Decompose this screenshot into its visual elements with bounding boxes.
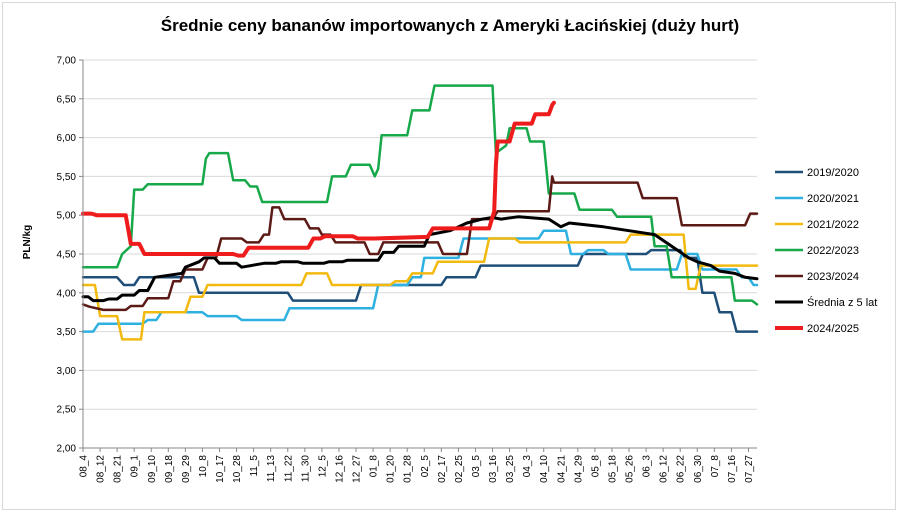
x-tick-label: 09_29: [181, 455, 192, 483]
legend-label-4: 2023/2024: [807, 271, 859, 283]
y-tick-label: 3,00: [57, 366, 77, 377]
gridlines: [83, 59, 757, 449]
x-axis-ticks: 08_4 08_12 08_21 09_1 09_10 09_18 09_29 10_8 10_…: [79, 448, 755, 483]
x-tick-label: 12_5: [317, 455, 328, 478]
x-tick-label: 06_12: [659, 455, 670, 483]
chart-title: Średnie ceny bananów importowanych z Ame…: [160, 16, 740, 35]
x-tick-label: 11_13: [266, 455, 277, 483]
x-tick-label: 04_3: [522, 455, 533, 478]
axes: [82, 60, 757, 449]
x-tick-label: 03_16: [488, 455, 499, 483]
y-tick-label: 6,50: [57, 94, 77, 105]
x-tick-label: 06_30: [693, 455, 704, 483]
x-tick-label: 09_18: [164, 455, 175, 483]
x-tick-label: 04_21: [556, 455, 567, 483]
y-tick-label: 4,50: [57, 250, 77, 261]
x-tick-label: 12_16: [334, 455, 345, 483]
series-lines: [81, 84, 759, 341]
x-tick-label: 01_28: [403, 455, 414, 483]
x-tick-label: 07_8: [710, 455, 721, 478]
x-tick-label: 09_1: [130, 455, 141, 478]
x-tick-label: 05_8: [590, 455, 601, 478]
x-tick-label: 08_12: [96, 455, 107, 483]
x-tick-label: 06_3: [642, 455, 653, 478]
x-tick-label: 08_4: [79, 455, 90, 478]
y-tick-label: 3,50: [57, 327, 77, 338]
legend-label-1: 2020/2021: [807, 193, 859, 205]
x-tick-label: 05_26: [625, 455, 636, 483]
x-tick-label: 01_20: [386, 455, 397, 483]
x-tick-label: 10_28: [232, 455, 243, 483]
y-axis-ticks: 2,00 2,50 3,00 3,50 4,00 4,50 5,00 5,50 6,00 6,50…: [57, 56, 83, 455]
x-tick-label: 11_30: [300, 455, 311, 483]
series-line-4: [81, 175, 759, 312]
legend-label-0: 2019/2020: [807, 167, 859, 179]
y-tick-label: 4,00: [57, 288, 77, 299]
x-tick-label: 10_17: [215, 455, 226, 483]
x-tick-label: 06_22: [676, 455, 687, 483]
y-tick-label: 5,00: [57, 211, 77, 222]
series-line-0: [81, 248, 759, 333]
x-tick-label: 02_17: [437, 455, 448, 483]
legend: 2019/2020 2020/2021 2021/2022 2022/2023 2023…: [775, 167, 877, 335]
x-tick-label: 07_27: [744, 455, 755, 483]
legend-label-3: 2022/2023: [807, 245, 859, 257]
x-tick-label: 10_8: [198, 455, 209, 478]
y-tick-label: 2,50: [57, 405, 77, 416]
series-line-2: [81, 233, 759, 341]
x-tick-label: 02_25: [454, 455, 465, 483]
series-line-5: [81, 215, 759, 303]
legend-label-6: 2024/2025: [807, 323, 859, 335]
x-tick-label: 12_27: [352, 455, 363, 483]
y-tick-label: 7,00: [57, 56, 77, 67]
x-tick-label: 02_5: [420, 455, 431, 478]
x-tick-label: 03_25: [505, 455, 516, 483]
x-tick-label: 04_29: [573, 455, 584, 483]
legend-label-5: Średnia z 5 lat: [807, 296, 877, 309]
x-tick-label: 11_22: [283, 455, 294, 483]
x-tick-label: 09_10: [147, 455, 158, 483]
x-tick-label: 05_18: [607, 455, 618, 483]
x-tick-label: 04_10: [539, 455, 550, 483]
y-tick-label: 2,00: [57, 444, 77, 455]
x-tick-label: 03_5: [471, 455, 482, 478]
x-tick-label: 01_8: [369, 455, 380, 478]
series-line-6: [81, 100, 556, 258]
x-tick-label: 11_5: [249, 455, 260, 477]
series-line-3: [81, 84, 759, 306]
y-tick-label: 5,50: [57, 172, 77, 183]
x-tick-label: 07_16: [727, 455, 738, 483]
x-tick-label: 08_21: [113, 455, 124, 483]
y-tick-label: 6,00: [57, 133, 77, 144]
legend-label-2: 2021/2022: [807, 219, 859, 231]
